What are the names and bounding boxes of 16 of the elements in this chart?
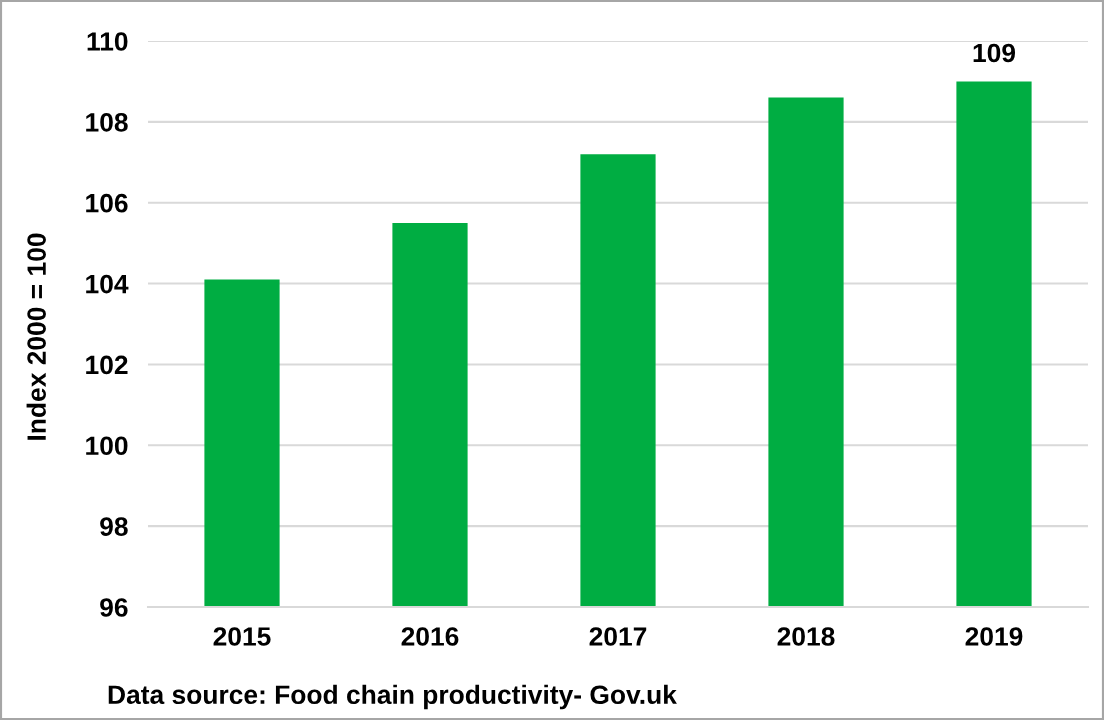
y-tick-label: 96 [100,598,128,617]
x-tick-label: 2016 [401,627,459,646]
y-tick-label: 98 [100,517,128,536]
x-tick-label: 2015 [213,627,271,646]
data-label: 109 [973,43,1016,63]
x-tick-label: 2019 [965,627,1023,646]
y-tick-label: 104 [86,274,129,294]
y-tick-label: 110 [87,32,128,51]
y-tick-label: 102 [86,355,128,375]
x-tick-label: 2017 [589,627,647,646]
y-tick-label: 106 [86,193,128,213]
y-axis-title: Index 2000 = 100 [26,233,46,440]
y-tick-label: 108 [86,112,128,132]
y-tick-label: 100 [86,436,128,456]
source-note: Data source: Food chain productivity- Gov.uk [108,684,677,710]
x-tick-label: 2018 [777,627,835,646]
